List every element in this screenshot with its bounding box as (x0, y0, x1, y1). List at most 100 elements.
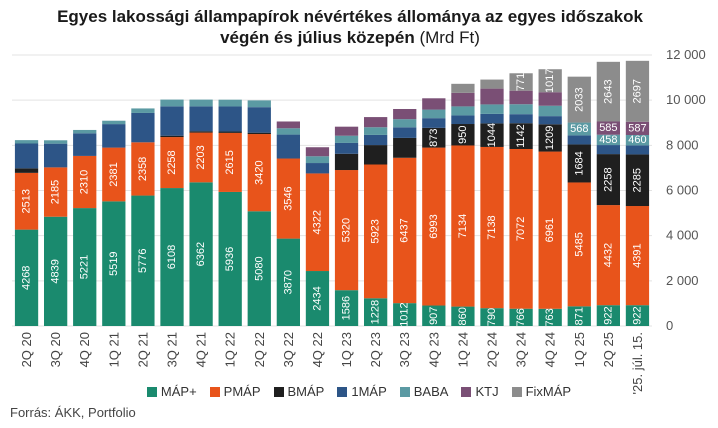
bar-segment (218, 132, 242, 192)
bar-segment (393, 127, 417, 138)
bar-segment (160, 99, 184, 107)
bar-segment (538, 124, 562, 152)
data-label: 1142 (515, 124, 527, 148)
bar-segment (393, 137, 417, 158)
x-tick-label: 1Q 22 (223, 332, 238, 367)
x-tick-label: 3Q 23 (397, 332, 412, 367)
bar-segment (334, 153, 359, 171)
y-tick-label: 8 000 (666, 137, 699, 152)
bar-segment (334, 142, 359, 154)
y-tick-label: 0 (666, 318, 673, 333)
bar-segment (44, 167, 68, 217)
data-label: 3870 (282, 270, 294, 294)
bar-segment (305, 271, 330, 326)
bar-segment (480, 104, 504, 114)
legend-swatch (337, 386, 348, 397)
data-label: 5221 (79, 255, 91, 279)
data-label: 2185 (50, 180, 62, 204)
bar-segment (538, 105, 562, 117)
data-label: 7134 (457, 214, 469, 238)
legend-item: PMÁP (209, 384, 261, 399)
data-label: 4432 (602, 243, 614, 267)
bar-segment (44, 216, 68, 326)
bar-segment (422, 305, 446, 326)
bar-segment (334, 135, 359, 143)
bar-segment (160, 135, 184, 138)
bar-segment (509, 104, 533, 115)
bar-segment (73, 133, 97, 156)
bar-segment (364, 298, 388, 326)
data-label: 4268 (21, 266, 33, 290)
bar-segment (625, 305, 650, 326)
bar-segment (596, 61, 620, 122)
bar-segment (596, 154, 620, 206)
data-label: 2258 (166, 150, 178, 174)
bar-segment (393, 303, 417, 326)
legend-swatch (511, 386, 522, 397)
bar-segment (451, 83, 475, 93)
bar-segment (247, 132, 271, 135)
data-label: 2513 (21, 189, 33, 213)
data-label: 860 (457, 307, 469, 325)
bar-segment (480, 146, 504, 309)
data-label: 2381 (108, 162, 120, 186)
bar-segment (480, 113, 504, 124)
data-label: 7072 (515, 217, 527, 241)
data-label: 2697 (631, 79, 643, 103)
bar-segment (509, 90, 533, 105)
data-label: 2434 (311, 286, 323, 310)
bar-segment (625, 154, 650, 207)
bar-segment (451, 92, 475, 107)
data-label: 5776 (137, 249, 149, 273)
data-label: 1684 (573, 151, 585, 175)
bar-segment (422, 98, 446, 110)
legend-label: 1MÁP (351, 384, 387, 399)
x-tick-label: 4Q 21 (194, 332, 209, 367)
legend-label: PMÁP (223, 384, 261, 399)
x-tick-label: 2Q 24 (485, 332, 500, 367)
data-label: 6108 (166, 245, 178, 269)
bar-segment (160, 137, 184, 189)
bar-segment (480, 79, 504, 89)
bar-stacks (14, 60, 650, 326)
bar-segment (393, 119, 417, 128)
data-label: 568 (570, 123, 588, 135)
bar-segment (422, 118, 446, 128)
data-label: 5320 (341, 218, 353, 242)
bar-segment (509, 73, 533, 91)
data-label: 2643 (602, 79, 614, 103)
bar-segment (189, 132, 213, 183)
bar-segment (14, 143, 39, 169)
bar-segment (14, 168, 39, 173)
y-tick-label: 10 000 (666, 92, 706, 107)
bar-segment (364, 127, 388, 135)
bar-segment (538, 308, 562, 326)
bar-segment (189, 182, 213, 326)
bar-segment (276, 238, 300, 326)
x-tick-label: 2Q 21 (135, 332, 150, 367)
bar-segment (596, 121, 620, 135)
bar-segment (422, 147, 446, 306)
bar-segment (44, 143, 68, 168)
data-label: 460 (628, 134, 646, 146)
data-label: 3546 (282, 186, 294, 210)
legend-label: MÁP+ (160, 384, 197, 399)
data-label: 871 (573, 307, 585, 325)
bar-segment (305, 156, 330, 164)
bar-segment (218, 131, 242, 133)
x-tick-label: 3Q 22 (281, 332, 296, 367)
y-tick-label: 6 000 (666, 183, 699, 198)
data-label: 2310 (79, 170, 91, 194)
bar-segment (538, 116, 562, 125)
legend-swatch (146, 386, 157, 397)
data-label: 585 (599, 122, 617, 134)
bar-segment (625, 60, 650, 122)
data-labels: 4268 2513 4839 2185 5221 2310 5519 2381 5776 2358… (21, 68, 647, 326)
legend-label: KTJ (475, 384, 499, 399)
bar-segment (364, 145, 388, 165)
bar-segment (102, 120, 126, 125)
bar-segment (538, 151, 562, 309)
bar-segment (14, 172, 39, 230)
data-label: 6993 (428, 214, 440, 238)
